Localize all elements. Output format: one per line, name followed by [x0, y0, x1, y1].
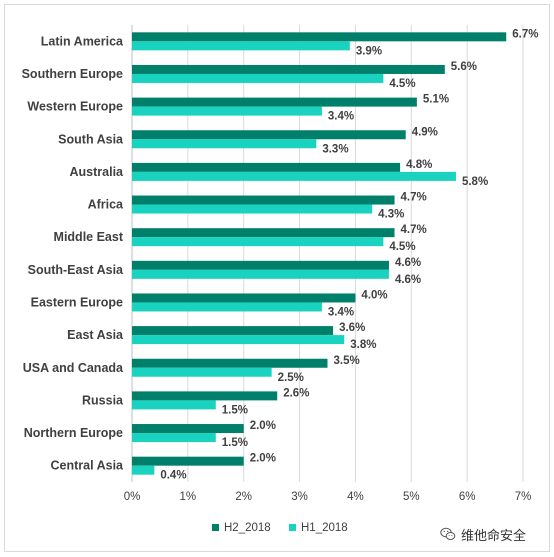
bar-h1-2018: [132, 335, 345, 345]
bar-h1-2018: [132, 139, 317, 149]
value-label-h2-2018: 4.7%: [401, 192, 427, 204]
bar-h1-2018: [132, 237, 384, 247]
value-label-h1-2018: 4.6%: [395, 274, 421, 286]
watermark-text: 维他命安全: [461, 527, 527, 543]
value-label-h1-2018: 4.3%: [378, 209, 404, 221]
legend-label: H2_2018: [224, 522, 271, 534]
bar-h1-2018: [132, 41, 350, 51]
category-label: East Asia: [67, 328, 124, 342]
bar-h1-2018: [132, 302, 322, 312]
value-label-h2-2018: 3.5%: [334, 355, 360, 367]
x-tick-label: 0%: [124, 491, 141, 503]
x-tick-label: 5%: [403, 491, 420, 503]
value-label-h2-2018: 2.0%: [250, 420, 276, 432]
watermark: 维他命安全: [440, 523, 526, 545]
value-label-h2-2018: 5.1%: [423, 94, 449, 106]
bar-h1-2018: [132, 73, 384, 83]
category-label: Australia: [70, 165, 125, 179]
wechat-icon: [440, 527, 456, 540]
value-label-h1-2018: 1.5%: [222, 404, 248, 416]
bar-h2-2018: [132, 456, 244, 466]
value-label-h2-2018: 3.6%: [339, 322, 365, 334]
bar-h1-2018: [132, 433, 216, 443]
category-label: South-East Asia: [28, 263, 124, 277]
value-label-h2-2018: 6.7%: [512, 28, 538, 40]
bar-h2-2018: [132, 97, 417, 107]
value-label-h1-2018: 3.8%: [350, 339, 376, 351]
category-label: Eastern Europe: [31, 295, 123, 309]
bar-h1-2018: [132, 269, 389, 279]
value-label-h1-2018: 4.5%: [389, 241, 415, 253]
bar-h2-2018: [132, 326, 334, 336]
x-tick-label: 3%: [291, 491, 308, 503]
x-tick-label: 2%: [235, 491, 252, 503]
bar-h2-2018: [132, 130, 406, 140]
category-label: Middle East: [54, 230, 124, 244]
value-label-h1-2018: 1.5%: [222, 437, 248, 449]
category-label: Russia: [82, 393, 124, 407]
x-tick-label: 7%: [515, 491, 532, 503]
legend-label: H1_2018: [301, 522, 348, 534]
bars: 6.7% 3.9% 5.6% 4.5% 5.1% 3.4% 4.9% 3.3% 4.8% 5.8%…: [132, 28, 538, 482]
bar-h2-2018: [132, 162, 401, 172]
bar-h1-2018: [132, 400, 216, 410]
bar-h1-2018: [132, 367, 272, 377]
legend-swatch: [212, 524, 219, 531]
bar-h2-2018: [132, 32, 507, 42]
bar-h2-2018: [132, 424, 244, 434]
value-label-h1-2018: 3.9%: [356, 45, 382, 57]
value-label-h1-2018: 2.5%: [278, 372, 304, 384]
value-label-h2-2018: 2.0%: [250, 453, 276, 465]
category-labels: Latin America Southern Europe Western Euro…: [22, 34, 124, 472]
value-label-h2-2018: 4.7%: [401, 224, 427, 236]
category-label: Latin America: [41, 34, 124, 48]
bar-h1-2018: [132, 171, 456, 181]
x-tick-labels: 0% 1% 2% 3% 4% 5% 6% 7%: [124, 491, 532, 503]
x-tick-label: 1%: [180, 491, 197, 503]
bar-h1-2018: [132, 204, 373, 214]
bar-h2-2018: [132, 391, 278, 401]
category-label: Southern Europe: [22, 67, 123, 81]
legend-swatch: [289, 524, 296, 531]
value-label-h2-2018: 5.6%: [451, 61, 477, 73]
bar-h2-2018: [132, 64, 445, 74]
category-label: USA and Canada: [23, 361, 124, 375]
category-label: Central Asia: [51, 459, 125, 473]
x-tick-label: 4%: [347, 491, 364, 503]
value-label-h1-2018: 3.3%: [322, 143, 348, 155]
value-label-h1-2018: 0.4%: [160, 470, 186, 482]
bar-h2-2018: [132, 195, 395, 205]
bar-chart: 6.7% 3.9% 5.6% 4.5% 5.1% 3.4% 4.9% 3.3% 4.8% 5.8%…: [22, 25, 538, 534]
bar-h2-2018: [132, 228, 395, 238]
gridlines: [131, 25, 524, 482]
bar-h2-2018: [132, 260, 389, 270]
category-label: Africa: [88, 198, 124, 212]
value-label-h2-2018: 4.8%: [406, 159, 432, 171]
category-label: Northern Europe: [24, 426, 123, 440]
value-label-h1-2018: 3.4%: [328, 111, 354, 123]
value-label-h2-2018: 4.6%: [395, 257, 421, 269]
value-label-h2-2018: 2.6%: [283, 387, 309, 399]
x-tick-label: 6%: [459, 491, 476, 503]
legend: H2_2018 H1_2018: [212, 522, 348, 534]
value-label-h2-2018: 4.9%: [412, 126, 438, 138]
value-label-h1-2018: 3.4%: [328, 306, 354, 318]
value-label-h2-2018: 4.0%: [361, 289, 387, 301]
bar-h1-2018: [132, 465, 155, 475]
bar-h2-2018: [132, 358, 328, 368]
category-label: South Asia: [58, 132, 124, 146]
chart-frame: 6.7% 3.9% 5.6% 4.5% 5.1% 3.4% 4.9% 3.3% 4.8% 5.8%…: [4, 4, 550, 552]
category-label: Western Europe: [27, 100, 123, 114]
bar-h1-2018: [132, 106, 322, 116]
value-label-h1-2018: 5.8%: [462, 176, 488, 188]
value-label-h1-2018: 4.5%: [389, 78, 415, 90]
bar-h2-2018: [132, 293, 356, 303]
